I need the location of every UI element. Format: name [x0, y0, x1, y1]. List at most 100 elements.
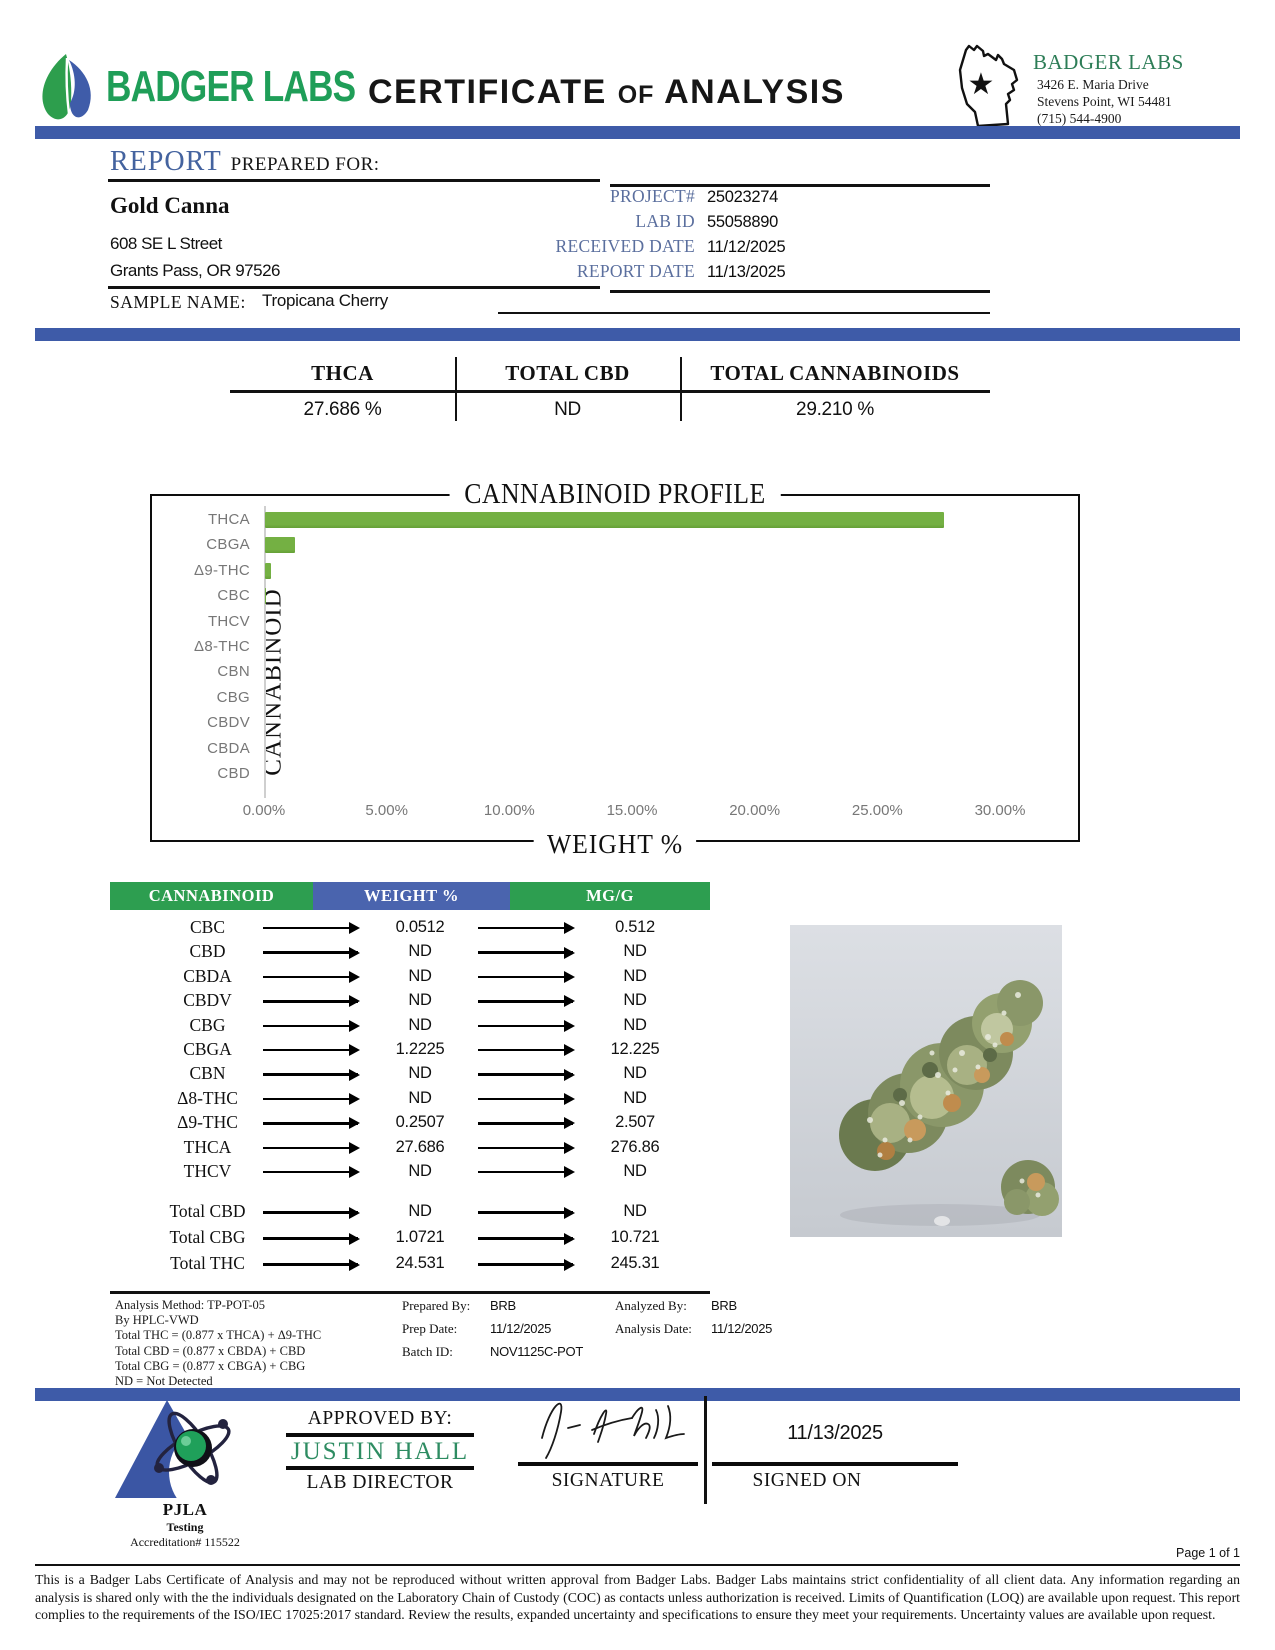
note-label: Prepared By: — [402, 1298, 471, 1313]
table-weight-value: ND — [408, 966, 432, 985]
table-cannabinoid-name: Δ8-THC — [177, 1087, 238, 1108]
report-meta-label: RECEIVED DATE — [555, 236, 695, 256]
table-weight-value: 1.0721 — [395, 1228, 445, 1247]
table-mgg-value: 276.86 — [610, 1137, 660, 1156]
footer-rule — [35, 1564, 1240, 1567]
chart-row: CBDV — [152, 711, 1078, 736]
approval-rule — [286, 1433, 474, 1437]
table-weight-value: 24.531 — [395, 1254, 445, 1273]
client-address-line1: 608 SE L Street — [110, 234, 222, 253]
chart-row: CBC — [152, 584, 1078, 609]
rule — [610, 184, 990, 187]
chart-row: CBD — [152, 762, 1078, 787]
chart-category-label: Δ8-THC — [194, 638, 250, 655]
arrow-icon — [478, 1231, 575, 1246]
arrow-icon — [263, 1067, 360, 1082]
chart-x-tick-label: 30.00% — [974, 802, 1026, 819]
table-row: CBDA ND ND — [110, 965, 710, 989]
table-row: THCV ND ND — [110, 1160, 710, 1184]
note-row: Prep Date: 11/12/2025 — [402, 1321, 592, 1344]
approval-vertical-divider — [704, 1396, 707, 1504]
report-meta-row: REPORT DATE 11/13/2025 — [445, 261, 865, 286]
table-weight-value: ND — [408, 991, 432, 1010]
table-cannabinoid-name: Δ9-THC — [177, 1112, 238, 1133]
page-number: Page 1 of 1 — [1176, 1546, 1240, 1560]
arrow-icon — [478, 1018, 575, 1034]
lab-phone: (715) 544-4900 — [1037, 111, 1122, 126]
note-label: Prep Date: — [402, 1321, 458, 1336]
signed-on-rule — [712, 1462, 958, 1466]
rule — [108, 179, 600, 182]
divider-band-bottom — [35, 1388, 1240, 1401]
chart-row: CBN — [152, 660, 1078, 685]
table-header-cannabinoid: CANNABINOID — [110, 882, 313, 910]
cannabinoid-profile-chart: CANNABINOID PROFILE CANNABINOID THCA CBGA… — [150, 479, 1080, 860]
arrow-icon — [478, 994, 575, 1009]
arrow-icon — [263, 970, 360, 985]
lab-address-line1: 3426 E. Maria Drive — [1037, 77, 1149, 92]
chart-row: Δ8-THC — [152, 635, 1078, 660]
arrow-icon — [478, 1043, 575, 1058]
table-row: Total THC 24.531 245.31 — [110, 1252, 710, 1276]
table-cannabinoid-name: Total CBG — [169, 1227, 246, 1248]
table-row: Δ8-THC ND ND — [110, 1087, 710, 1111]
chart-x-tick-label: 10.00% — [483, 802, 535, 819]
table-row: Total CBG 1.0721 10.721 — [110, 1226, 710, 1250]
note-value: 11/12/2025 — [711, 1321, 773, 1336]
analysis-note-line: ND = Not Detected — [115, 1374, 213, 1389]
note-value: BRB — [490, 1298, 516, 1313]
summary-underline — [230, 390, 990, 393]
approval-rule — [286, 1466, 474, 1470]
arrow-icon — [263, 1043, 360, 1058]
client-name: Gold Canna — [110, 193, 230, 218]
report-meta-row: PROJECT# 25023274 — [445, 186, 865, 211]
chart-category-label: CBG — [216, 688, 250, 706]
table-cannabinoid-name: Total CBD — [169, 1201, 246, 1222]
disclaimer-text: This is a Badger Labs Certificate of Ana… — [35, 1572, 1240, 1623]
report-meta-value: 55058890 — [707, 213, 779, 231]
chart-category-label: CBDV — [207, 714, 250, 732]
signature-rule — [518, 1462, 698, 1466]
prepared-notes: Prepared By: BRB Prep Date: 11/12/2025 Batch… — [402, 1298, 592, 1367]
chart-category-label: CBGA — [206, 536, 250, 554]
table-cannabinoid-name: THCA — [183, 1136, 232, 1157]
table-cannabinoid-name: CBGA — [183, 1039, 232, 1059]
table-weight-value: ND — [408, 1202, 432, 1221]
sample-name-value: Tropicana Cherry — [262, 291, 388, 310]
table-weight-value: ND — [408, 1088, 432, 1107]
arrow-icon — [263, 1205, 360, 1220]
chart-row: CBG — [152, 686, 1078, 711]
divider-band-middle — [35, 328, 1240, 341]
signed-on-date: 11/13/2025 — [787, 1422, 883, 1444]
table-mgg-value: ND — [623, 1162, 647, 1180]
table-mgg-value: ND — [623, 1015, 647, 1034]
chart-x-tick-label: 5.00% — [365, 802, 408, 819]
table-mgg-value: 10.721 — [610, 1228, 660, 1247]
table-mgg-value: 0.512 — [615, 918, 655, 936]
report-meta: PROJECT# 25023274 LAB ID 55058890 RECEIVED D… — [445, 186, 865, 286]
chart-row: THCV — [152, 610, 1078, 635]
chart-category-label: CBDA — [207, 739, 250, 757]
chart-row: Δ9-THC — [152, 559, 1078, 584]
note-row: Analyzed By: BRB — [615, 1298, 830, 1321]
arrow-icon — [263, 1018, 360, 1034]
arrow-icon — [263, 921, 360, 936]
report-meta-value: 11/13/2025 — [707, 263, 786, 281]
table-cannabinoid-name: CBDV — [183, 990, 232, 1011]
table-row: CBG ND ND — [110, 1014, 710, 1038]
arrow-icon — [478, 970, 575, 985]
analysis-note-line: Analysis Method: TP-POT-05 — [115, 1298, 266, 1312]
table-mgg-value: 245.31 — [610, 1254, 660, 1273]
report-section-title: REPORT PREPARED FOR: — [110, 146, 380, 177]
approver-title: LAB DIRECTOR — [306, 1472, 454, 1493]
chart-title: CANNABINOID PROFILE — [449, 479, 781, 511]
table-mgg-value: 2.507 — [615, 1113, 655, 1132]
rule — [610, 290, 990, 293]
approved-by-label: APPROVED BY: — [307, 1408, 453, 1429]
report-meta-value: 11/12/2025 — [707, 238, 786, 256]
summary-label-thca: THCA — [311, 361, 374, 385]
chart-category-label: CBD — [217, 765, 250, 782]
pjla-testing-label: Testing — [166, 1520, 204, 1534]
divider-band-top — [35, 126, 1240, 139]
analysis-note-line: Total CBG = (0.877 x CBGA) + CBG — [115, 1358, 306, 1373]
